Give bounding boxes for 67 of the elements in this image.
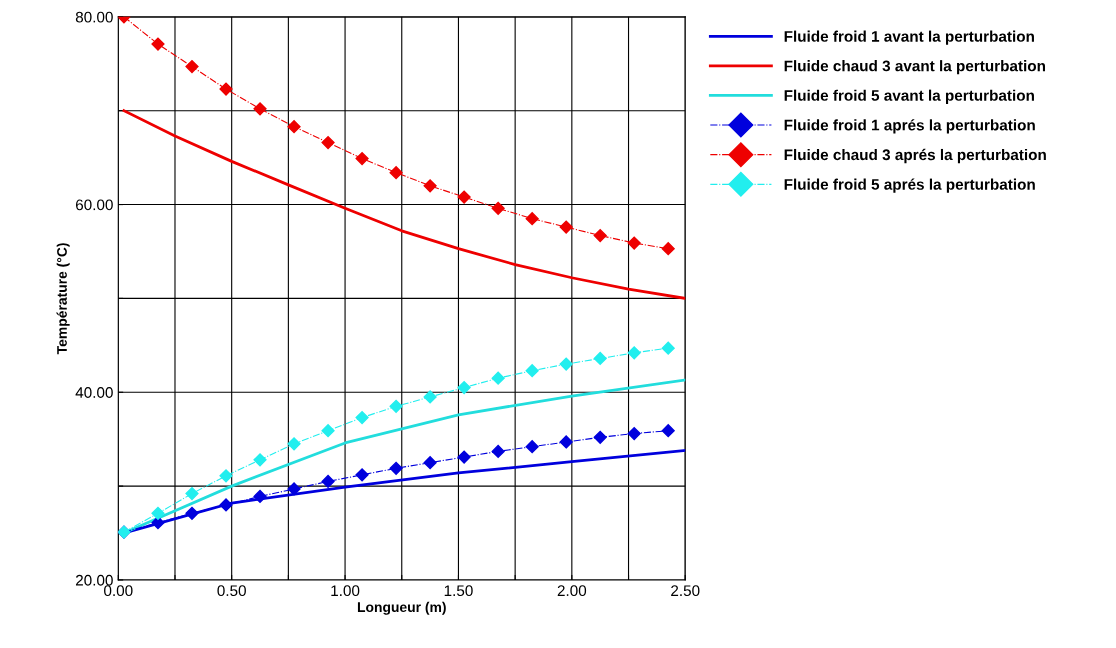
point	[321, 474, 335, 489]
point	[185, 506, 199, 520]
point	[593, 228, 607, 243]
x-tick-label: 2.50	[671, 585, 700, 597]
point	[151, 37, 165, 51]
point	[627, 426, 641, 441]
point	[219, 82, 233, 96]
y-tick-label: 40.00	[75, 387, 113, 398]
point	[151, 506, 165, 520]
point	[185, 487, 199, 501]
legend-label: Fluide froid 1 avant la perturbation	[784, 30, 1034, 45]
y-axis-title: Température (°C)	[56, 243, 70, 355]
point	[389, 166, 403, 180]
point	[355, 151, 369, 166]
x-tick-label: 0.50	[217, 585, 246, 597]
point	[559, 357, 573, 371]
point	[491, 444, 505, 458]
point	[525, 212, 539, 226]
point	[355, 468, 369, 482]
y-tick-label: 20.00	[75, 574, 113, 586]
point	[253, 453, 267, 467]
point	[219, 498, 233, 512]
point	[559, 220, 573, 234]
point	[321, 424, 335, 438]
point	[287, 482, 301, 496]
point	[593, 351, 607, 366]
x-tick-label: 2.00	[557, 585, 587, 597]
point	[219, 469, 233, 483]
point	[253, 489, 267, 504]
y-tick-label: 60.00	[75, 199, 113, 211]
point	[287, 437, 301, 451]
point	[185, 60, 199, 74]
legend-label: Fluide froid 5 avant la perturbation	[784, 89, 1034, 104]
point	[525, 440, 539, 454]
point	[457, 380, 471, 395]
point	[423, 456, 437, 470]
point	[627, 236, 641, 250]
point	[389, 399, 403, 413]
point	[321, 136, 335, 150]
point	[457, 450, 471, 464]
point	[389, 461, 403, 475]
point	[457, 190, 471, 204]
point	[627, 346, 641, 360]
point	[423, 179, 437, 193]
legend-label: Fluide froid 5 aprés la perturbation	[784, 178, 1035, 193]
point	[355, 411, 369, 425]
x-tick-label: 0.00	[104, 585, 133, 597]
point	[661, 341, 675, 355]
point	[593, 430, 607, 444]
legend-label: Fluide chaud 3 aprés la perturbation	[784, 148, 1046, 164]
point	[559, 435, 573, 449]
point	[151, 516, 165, 530]
x-tick-label: 1.00	[331, 585, 360, 597]
point	[491, 201, 505, 215]
point	[525, 364, 539, 378]
line-series	[122, 109, 686, 300]
point	[253, 102, 267, 116]
x-axis-title: Longueur (m)	[357, 601, 446, 615]
point	[491, 371, 505, 385]
point	[661, 242, 675, 256]
point	[661, 424, 675, 438]
point	[287, 120, 301, 134]
point	[423, 390, 437, 404]
x-tick-label: 1.50	[444, 585, 473, 597]
legend-label: Fluide froid 1 aprés la perturbation	[784, 119, 1035, 134]
y-tick-label: 80.00	[75, 11, 113, 23]
legend-label: Fluide chaud 3 avant la perturbation	[784, 60, 1046, 75]
